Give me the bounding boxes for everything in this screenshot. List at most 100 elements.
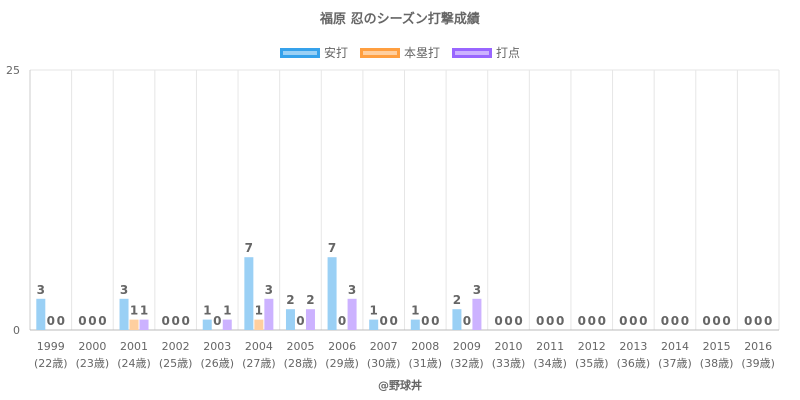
data-label: 0 [390, 314, 398, 328]
data-label: 0 [639, 314, 647, 328]
data-label: 0 [463, 314, 471, 328]
x-tick-sublabel: (23歳) [76, 357, 110, 370]
x-tick-sublabel: (35歳) [575, 357, 609, 370]
x-tick-sublabel: (32歳) [450, 357, 484, 370]
data-label: 0 [380, 314, 388, 328]
credit-label: @野球丼 [378, 379, 422, 392]
x-tick-sublabel: (25歳) [159, 357, 193, 370]
x-tick-label: 2004 [245, 340, 273, 353]
data-label: 0 [702, 314, 710, 328]
data-label: 0 [661, 314, 669, 328]
data-label: 0 [681, 314, 689, 328]
legend-swatch [359, 47, 400, 58]
data-label: 0 [588, 314, 596, 328]
y-tick-label: 25 [6, 64, 20, 77]
data-label: 1 [255, 304, 263, 318]
x-tick-label: 2000 [78, 340, 106, 353]
data-label: 1 [223, 304, 231, 318]
x-tick-sublabel: (39歳) [741, 357, 775, 370]
bar-2-1 [129, 319, 139, 330]
data-label: 0 [722, 314, 730, 328]
x-tick-label: 2006 [328, 340, 356, 353]
data-label: 0 [57, 314, 65, 328]
x-tick-sublabel: (24歳) [117, 357, 151, 370]
x-tick-label: 2011 [536, 340, 564, 353]
data-label: 0 [536, 314, 544, 328]
x-tick-label: 1999 [37, 340, 65, 353]
x-tick-label: 2014 [661, 340, 689, 353]
bar-10-2 [472, 298, 482, 330]
data-label: 2 [286, 293, 294, 307]
legend-item-0[interactable]: 安打 [279, 44, 348, 61]
data-label: 0 [494, 314, 502, 328]
x-tick-label: 2007 [370, 340, 398, 353]
bar-8-0 [369, 319, 379, 330]
data-label: 0 [598, 314, 606, 328]
data-label: 1 [203, 304, 211, 318]
legend-swatch [452, 47, 492, 58]
x-tick-sublabel: (33歳) [492, 357, 526, 370]
data-label: 0 [213, 314, 221, 328]
data-label: 0 [712, 314, 720, 328]
x-tick-sublabel: (34歳) [533, 357, 567, 370]
legend-item-1[interactable]: 本塁打 [359, 44, 440, 61]
data-label: 1 [411, 304, 419, 318]
data-label: 0 [556, 314, 564, 328]
x-tick-label: 2005 [286, 340, 314, 353]
bar-4-2 [222, 319, 232, 330]
x-tick-label: 2015 [703, 340, 731, 353]
bar-2-2 [139, 319, 149, 330]
chart-title: 福原 忍のシーズン打撃成績 [320, 12, 480, 27]
x-tick-sublabel: (27歳) [242, 357, 276, 370]
data-label: 3 [265, 283, 273, 297]
data-label: 0 [619, 314, 627, 328]
x-tick-label: 2013 [619, 340, 647, 353]
data-label: 0 [546, 314, 554, 328]
data-label: 3 [37, 283, 45, 297]
data-label: 0 [754, 314, 762, 328]
bar-6-2 [305, 309, 315, 330]
legend-item-2[interactable]: 打点 [452, 44, 520, 61]
x-tick-label: 2001 [120, 340, 148, 353]
data-label: 2 [453, 293, 461, 307]
data-label: 0 [764, 314, 772, 328]
x-tick-sublabel: (38歳) [700, 357, 734, 370]
data-label: 7 [245, 241, 253, 255]
data-label: 0 [181, 314, 189, 328]
data-label: 0 [671, 314, 679, 328]
bar-7-0 [327, 257, 337, 330]
data-label: 0 [629, 314, 637, 328]
x-tick-sublabel: (36歳) [617, 357, 651, 370]
data-label: 7 [328, 241, 336, 255]
legend-label: 安打 [323, 46, 348, 60]
bar-9-0 [410, 319, 420, 330]
x-tick-label: 2009 [453, 340, 481, 353]
x-tick-sublabel: (30歳) [367, 357, 401, 370]
y-tick-label: 0 [13, 324, 20, 337]
data-label: 0 [78, 314, 86, 328]
bar-5-1 [254, 319, 264, 330]
bar-5-2 [264, 298, 274, 330]
data-label: 3 [120, 283, 128, 297]
data-label: 0 [98, 314, 106, 328]
data-label: 0 [88, 314, 96, 328]
x-tick-label: 2012 [578, 340, 606, 353]
data-label: 3 [473, 283, 481, 297]
data-label: 0 [171, 314, 179, 328]
data-label: 0 [431, 314, 439, 328]
legend: 安打 本塁打 打点 [0, 44, 800, 61]
data-label: 0 [504, 314, 512, 328]
bar-5-0 [244, 257, 254, 330]
data-label: 1 [130, 304, 138, 318]
data-label: 2 [306, 293, 314, 307]
bar-6-0 [285, 309, 295, 330]
bar-4-0 [202, 319, 212, 330]
x-tick-sublabel: (22歳) [34, 357, 68, 370]
data-label: 0 [47, 314, 55, 328]
x-tick-label: 2010 [495, 340, 523, 353]
x-tick-label: 2002 [162, 340, 190, 353]
data-label: 1 [370, 304, 378, 318]
x-tick-sublabel: (37歳) [658, 357, 692, 370]
x-tick-label: 2008 [411, 340, 439, 353]
